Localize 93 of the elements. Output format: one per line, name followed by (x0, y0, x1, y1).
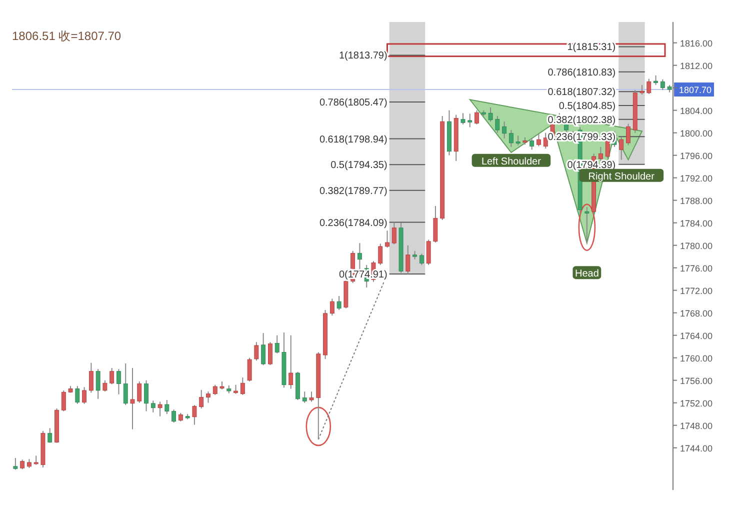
candlestick (274, 334, 280, 354)
y-tick-label: 1752.00 (680, 398, 713, 408)
candlestick (13, 457, 18, 470)
ref-line-label: 1807.70 (679, 85, 712, 95)
candlestick (516, 135, 520, 146)
y-tick-label: 1760.00 (680, 353, 713, 364)
candlestick (82, 386, 86, 404)
candlestick (530, 138, 534, 150)
candlestick (261, 332, 266, 366)
candlestick (302, 391, 307, 404)
ref-line-label: 1(1815.31) (567, 42, 616, 54)
candlestick (206, 391, 210, 404)
y-tick-label: 1776.00 (680, 263, 713, 274)
candlestick (385, 230, 390, 248)
candlestick (488, 107, 493, 122)
y-tick-label: 1764.00 (680, 330, 713, 341)
ref-line-label: 1(1813.79) (338, 50, 388, 62)
y-tick-label: 1788.00 (680, 196, 713, 206)
candlestick (309, 391, 314, 402)
candlestick (419, 253, 424, 266)
candlestick (502, 121, 507, 139)
candlestick (102, 380, 108, 392)
candlestick (137, 380, 142, 404)
candlestick (144, 380, 148, 412)
candlestick (247, 357, 252, 382)
candlestick (660, 78, 665, 91)
candlestick (110, 367, 114, 385)
candlestick (268, 342, 272, 366)
candlestick (433, 205, 438, 243)
ref-line-label: 0.382(1789.77) (319, 186, 388, 197)
candlestick (330, 298, 334, 316)
ref-line-label: 0.786(1805.47) (319, 98, 388, 109)
ref-line-label: 0.5(1804.85) (558, 101, 616, 112)
candlestick (48, 428, 52, 444)
ref-line-label: 0.618(1807.32) (548, 87, 616, 98)
candlestick (640, 84, 644, 96)
candlestick (468, 113, 472, 128)
annotation: Left Shoulder (481, 156, 542, 168)
candlestick (288, 334, 294, 390)
candlestick (75, 385, 80, 404)
candlestick (646, 78, 652, 94)
candlestick (88, 362, 94, 394)
y-tick-label: 1816.00 (680, 38, 713, 48)
candlestick (336, 295, 342, 310)
y-tick-label: 1796.00 (680, 150, 713, 161)
candlestick (406, 244, 410, 274)
y-tick-label: 1792.00 (680, 173, 713, 184)
candlestick (543, 132, 548, 150)
y-tick-label: 1800.00 (680, 128, 713, 138)
candlestick (158, 401, 162, 417)
candlestick (536, 133, 541, 147)
candlestick (508, 130, 514, 148)
candlestick (240, 377, 245, 396)
candlestick (130, 367, 135, 430)
candlestick (212, 384, 218, 396)
annotation: Head (574, 268, 599, 280)
text: 1806.51 收=1807.70 (12, 29, 122, 43)
candlestick (584, 206, 590, 244)
y-tick-label: 1772.00 (680, 286, 713, 296)
candlestick (392, 222, 396, 245)
candlestick (192, 404, 197, 426)
candlestick (254, 342, 259, 362)
ref-line-label: 0.236(1784.09) (319, 218, 388, 229)
ref-line-label: 0.5(1794.35) (330, 160, 388, 172)
candlestick (474, 110, 479, 125)
y-tick-label: 1812.00 (680, 60, 713, 71)
candlestick (150, 400, 156, 413)
candlestick (116, 368, 121, 395)
y-tick-label: 1768.00 (680, 308, 713, 318)
candlestick (164, 400, 170, 415)
candlestick (123, 362, 128, 406)
y-tick-label: 1748.00 (680, 420, 713, 431)
annotation: Right Shoulder (588, 171, 656, 182)
candlestick (199, 389, 204, 409)
candlestick (426, 239, 431, 266)
y-tick-label: 1744.00 (680, 443, 713, 454)
candlestick (619, 136, 624, 160)
y-tick-label: 1780.00 (680, 240, 713, 251)
y-tick-label: 1784.00 (680, 218, 713, 228)
ref-line-label: 0.618(1798.94) (319, 134, 388, 146)
candlestick (654, 74, 658, 86)
candlestick (96, 368, 100, 400)
candlestick (20, 459, 25, 470)
candlestick (61, 390, 66, 412)
candlestick (495, 115, 500, 134)
candlestick (378, 243, 383, 266)
y-tick-label: 1804.00 (680, 106, 713, 116)
ref-line-label: 0.786(1810.83) (548, 67, 616, 78)
y-tick-label: 1756.00 (680, 376, 713, 386)
candlestick (598, 146, 603, 162)
candlestick (626, 123, 630, 146)
candlestick (460, 112, 466, 125)
candlestick (172, 409, 176, 423)
